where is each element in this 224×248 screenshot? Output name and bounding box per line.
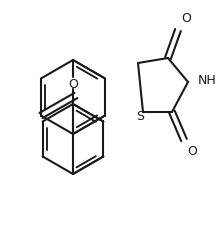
Text: NH: NH	[198, 73, 217, 87]
Text: O: O	[187, 145, 197, 158]
Text: S: S	[136, 110, 144, 123]
Text: O: O	[181, 12, 191, 25]
Text: O: O	[68, 77, 78, 91]
